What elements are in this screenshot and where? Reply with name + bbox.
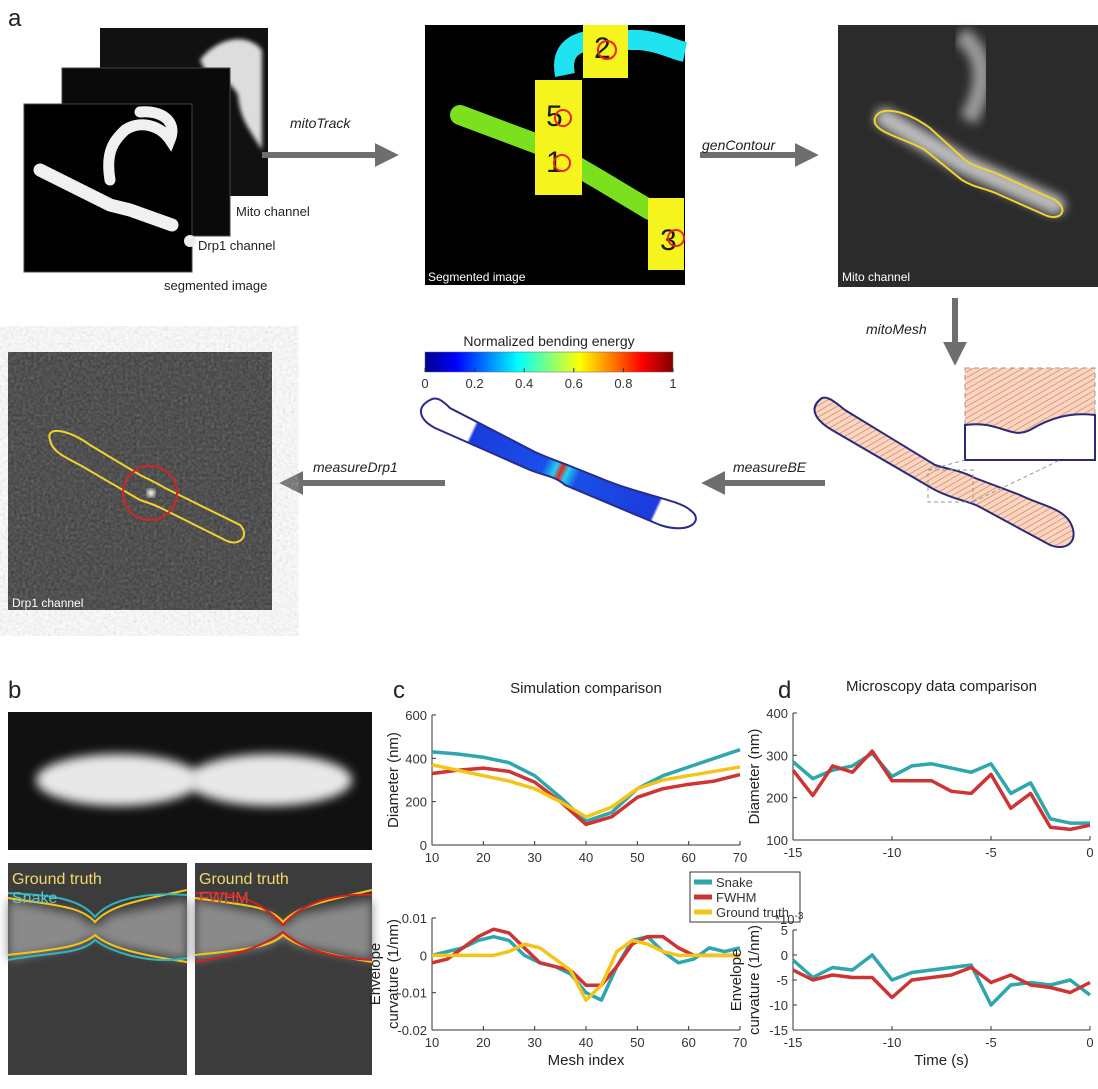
image-noise (8, 352, 272, 610)
series-line (793, 753, 1090, 823)
x-tick-label: 0 (1086, 845, 1093, 860)
y-tick-label: -10 (769, 998, 788, 1013)
x-tick-label: 60 (681, 1035, 695, 1050)
object-id: 2 (594, 32, 611, 65)
multiplier-exponent: -3 (795, 911, 804, 922)
colorbar-tick-label: 0.8 (614, 376, 632, 391)
image-label: Segmented image (428, 270, 526, 284)
y-tick-label: 400 (766, 706, 788, 721)
y-axis-label: Envelope (367, 943, 384, 1006)
colorbar-tick-label: 0 (421, 376, 428, 391)
y-axis-label: Envelope (728, 949, 745, 1012)
step-label: mitoMesh (866, 321, 927, 337)
x-tick-label: 20 (476, 1035, 490, 1050)
segment (184, 235, 196, 247)
series-line (432, 937, 740, 1000)
colorbar-tick-label: 0.2 (466, 376, 484, 391)
legend-label: Snake (716, 875, 753, 890)
legend-label: FWHM (716, 890, 756, 905)
stack-label: Mito channel (236, 204, 310, 219)
colorbar-title: Normalized bending energy (463, 333, 634, 349)
step-label: mitoTrack (290, 115, 351, 131)
x-tick-label: -15 (784, 845, 803, 860)
bending-energy-map (421, 398, 696, 528)
x-tick-label: -15 (784, 1035, 803, 1050)
panel-label: b (8, 677, 21, 704)
x-tick-label: 0 (1086, 1035, 1093, 1050)
legend-text: FWHM (199, 890, 249, 907)
y-tick-label: 200 (405, 795, 427, 810)
panel-label: a (8, 5, 22, 32)
x-tick-label: 10 (425, 850, 439, 865)
x-tick-label: 70 (733, 850, 747, 865)
x-tick-label: 60 (681, 850, 695, 865)
x-tick-label: -5 (985, 845, 997, 860)
y-axis-label: Diameter (nm) (746, 729, 763, 825)
y-axis-label: curvature (1/nm) (746, 925, 763, 1035)
colorbar-tick-label: 0.6 (565, 376, 583, 391)
x-tick-label: 40 (579, 1035, 593, 1050)
x-tick-label: 70 (733, 1035, 747, 1050)
y-axis-label: curvature (1/nm) (385, 919, 402, 1029)
image-label: Mito channel (842, 270, 910, 284)
x-axis-label: Time (s) (914, 1052, 968, 1069)
series-line (793, 968, 1090, 998)
x-tick-label: 50 (630, 850, 644, 865)
colorbar (425, 352, 673, 372)
y-tick-label: 0 (781, 948, 788, 963)
stack-label: segmented image (164, 278, 267, 293)
multiplier-base: *10 (775, 912, 795, 927)
image-label: Drp1 channel (12, 596, 83, 610)
x-tick-label: 30 (527, 850, 541, 865)
step-label: measureDrp1 (313, 459, 398, 475)
x-tick-label: 10 (425, 1035, 439, 1050)
panel-label: d (778, 677, 791, 704)
x-tick-label: 20 (476, 850, 490, 865)
x-tick-label: 30 (527, 1035, 541, 1050)
y-tick-label: 0 (420, 948, 427, 963)
chart-title: Simulation comparison (510, 680, 662, 697)
panel-a: a Mito channel Drp1 channel segmented im… (8, 5, 1098, 610)
series-line (793, 751, 1090, 829)
colorbar-tick-label: 0.4 (515, 376, 533, 391)
y-tick-label: 600 (405, 708, 427, 723)
x-tick-label: 40 (579, 850, 593, 865)
axis-multiplier: *10-3 (775, 911, 804, 927)
y-tick-label: -5 (776, 973, 788, 988)
x-tick-label: 50 (630, 1035, 644, 1050)
y-tick-label: 200 (766, 791, 788, 806)
series-line (432, 765, 740, 817)
mito-signal (188, 754, 352, 806)
x-axis-label: Mesh index (548, 1052, 625, 1069)
mito-signal (36, 754, 200, 806)
stack-label: Drp1 channel (198, 238, 275, 253)
series-line (793, 955, 1090, 1005)
panel-label: c (393, 677, 405, 704)
y-tick-label: 400 (405, 751, 427, 766)
colorbar-tick-label: 1 (669, 376, 676, 391)
y-axis-label: Diameter (nm) (385, 732, 402, 828)
drp1-spot (147, 489, 155, 497)
figure: a Mito channel Drp1 channel segmented im… (0, 0, 1098, 1084)
y-tick-label: 300 (766, 748, 788, 763)
x-tick-label: -10 (883, 845, 902, 860)
chart-title: Microscopy data comparison (846, 678, 1037, 695)
x-tick-label: -10 (883, 1035, 902, 1050)
legend-text: Ground truth (12, 871, 102, 888)
legend-text: Snake (12, 890, 57, 907)
panel-b: b Ground truth Snake Ground truth FWHM (8, 677, 372, 1075)
step-label: genContour (702, 137, 777, 153)
legend-text: Ground truth (199, 871, 289, 888)
y-tick-label: 0.01 (402, 911, 427, 926)
step-label: measureBE (733, 459, 807, 475)
x-tick-label: -5 (985, 1035, 997, 1050)
